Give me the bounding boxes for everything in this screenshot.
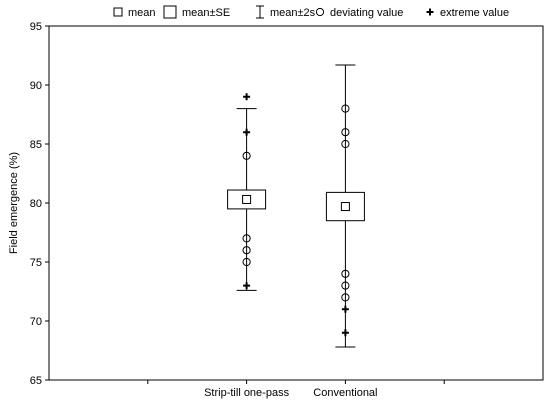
legend: mean mean±SE mean±2s deviating value extreme…: [113, 5, 509, 19]
y-tick-label: 90: [30, 80, 42, 92]
deviating-value-point: [341, 293, 350, 302]
legend-whisker-icon: [256, 5, 264, 19]
legend-item: mean±2s: [256, 5, 316, 19]
extreme-value-point: [243, 282, 251, 290]
legend-label: mean±SE: [182, 7, 230, 19]
x-axis: Strip-till one-pass Conventional: [147, 380, 445, 399]
legend-item: extreme value: [426, 7, 509, 19]
legend-plus-icon: [426, 8, 434, 16]
legend-item: mean: [113, 7, 156, 19]
extreme-value-point: [243, 128, 251, 136]
legend-label: mean±2s: [270, 7, 316, 19]
deviating-value-point: [341, 104, 350, 113]
deviating-value-point: [341, 269, 350, 278]
y-axis-label: Field emergence (%): [8, 152, 20, 254]
y-tick-label: 85: [30, 139, 42, 151]
y-tick-label: 80: [30, 198, 42, 210]
x-category-label: Strip-till one-pass: [204, 387, 289, 399]
deviating-value-point: [242, 246, 251, 255]
box-series: [227, 64, 365, 348]
legend-circle-icon: [315, 7, 325, 17]
mean-marker: [340, 202, 350, 212]
plot-frame: [48, 25, 544, 381]
legend-item: deviating value: [315, 7, 403, 19]
deviating-value-point: [341, 281, 350, 290]
box-group: [227, 93, 267, 291]
legend-label: deviating value: [330, 7, 403, 19]
legend-label: mean: [128, 7, 156, 19]
x-category-label: Conventional: [313, 387, 377, 399]
legend-mean-icon: [113, 7, 123, 17]
extreme-value-point: [341, 329, 349, 337]
y-tick-label: 75: [30, 257, 42, 269]
y-tick-label: 65: [30, 375, 42, 387]
deviating-value-point: [341, 139, 350, 149]
legend-label: extreme value: [440, 7, 509, 19]
extreme-value-point: [341, 305, 349, 313]
legend-se-icon: [163, 5, 177, 19]
y-axis: 65 70 75 80 85 90 95: [30, 21, 49, 387]
deviating-value-point: [341, 128, 350, 137]
y-tick-label: 95: [30, 21, 42, 33]
extreme-value-point: [243, 93, 251, 101]
box-group: [325, 64, 365, 348]
deviating-value-point: [242, 257, 251, 267]
mean-marker: [242, 194, 252, 204]
deviating-value-point: [242, 151, 251, 160]
deviating-value-point: [242, 234, 251, 243]
legend-item: mean±SE: [163, 5, 230, 19]
y-tick-label: 70: [30, 316, 42, 328]
